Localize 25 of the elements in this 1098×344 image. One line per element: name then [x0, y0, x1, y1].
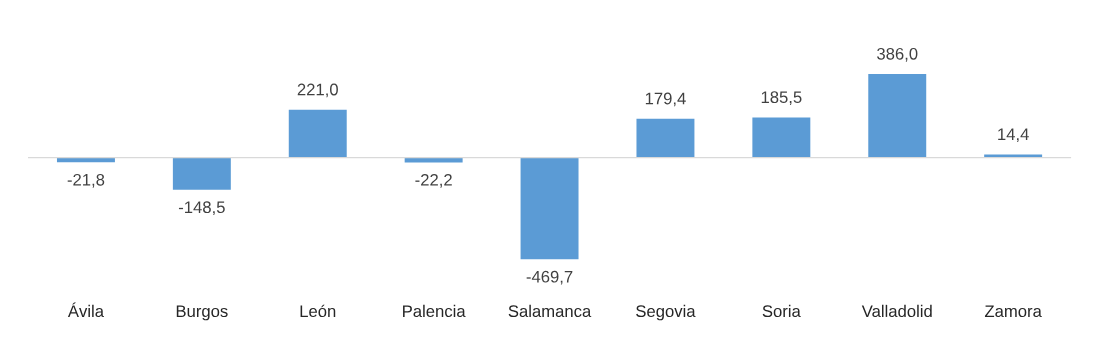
x-tick-label: Ávila [67, 302, 105, 318]
data-label: -469,7 [526, 270, 573, 285]
x-tick-label: Zamora [984, 305, 1042, 318]
data-label: -22,2 [415, 173, 452, 188]
x-tick-label: Palencia [403, 304, 466, 318]
data-label: 179,4 [645, 92, 686, 107]
x-tick-label: Salamanca [508, 304, 592, 318]
x-tick-label: Soria [762, 304, 801, 318]
x-tick-label: Segovia [636, 304, 696, 321]
bar [984, 154, 1043, 158]
bar [172, 157, 231, 190]
data-label: 221,0 [297, 83, 338, 98]
data-label: -21,8 [67, 173, 105, 188]
x-tick-label: Valladolid [861, 304, 932, 318]
data-label: -148,5 [178, 201, 225, 216]
bar [520, 157, 579, 260]
bar [636, 118, 695, 158]
bar [288, 109, 347, 158]
data-label: 185,5 [761, 91, 802, 106]
bar [868, 74, 927, 158]
data-label: 14,4 [998, 128, 1029, 143]
data-label: 386,0 [877, 47, 918, 62]
x-tick-label: León [300, 304, 336, 318]
bar [752, 117, 811, 158]
x-tick-label: Burgos [176, 305, 228, 321]
